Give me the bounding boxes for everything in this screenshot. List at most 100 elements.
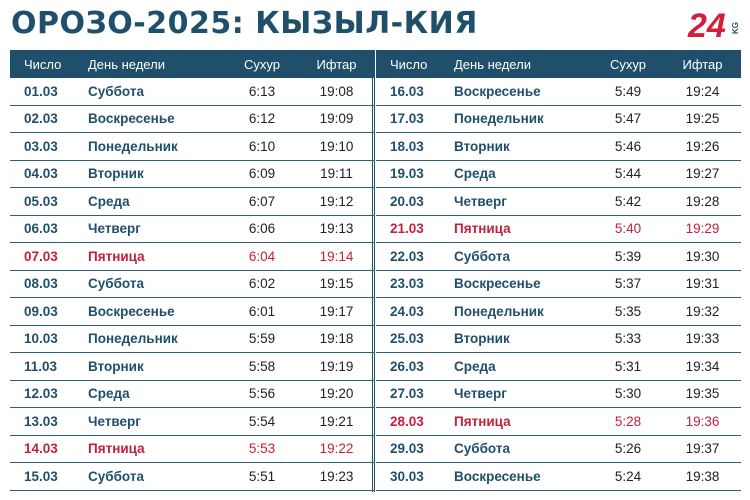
table-row: 29.03 Суббота 5:26 19:37 — [376, 436, 741, 463]
cell-iftar: 19:24 — [685, 83, 720, 99]
cell-iftar: 19:33 — [685, 331, 720, 347]
cell-date: 01.03 — [24, 83, 58, 99]
cell-iftar: 19:35 — [685, 386, 720, 402]
cell-day: Четверг — [454, 386, 507, 402]
logo-suffix: KG — [731, 22, 740, 34]
cell-iftar: 19:30 — [685, 248, 720, 264]
cell-date: 23.03 — [390, 276, 424, 292]
cell-day: Воскресенье — [88, 303, 175, 319]
cell-iftar: 19:23 — [319, 468, 354, 484]
cell-date: 12.03 — [24, 386, 58, 402]
cell-iftar: 19:32 — [685, 303, 720, 319]
cell-date: 08.03 — [24, 276, 58, 292]
cell-iftar: 19:11 — [320, 166, 353, 182]
cell-date: 29.03 — [390, 441, 424, 457]
cell-suhur: 5:40 — [614, 221, 642, 237]
cell-date: 09.03 — [24, 303, 58, 319]
cell-day: Понедельник — [454, 303, 544, 319]
cell-day: Четверг — [454, 193, 507, 209]
table-body: 01.03 Суббота 6:13 19:08 02.03 Воскресенье 6:1… — [10, 78, 375, 491]
table-row: 14.03 Пятница 5:53 19:22 — [10, 436, 375, 463]
cell-suhur: 5:35 — [614, 303, 642, 319]
cell-suhur: 5:39 — [614, 248, 642, 264]
table-divider — [372, 50, 375, 492]
cell-date: 22.03 — [390, 248, 424, 264]
cell-suhur: 5:49 — [614, 83, 642, 99]
cell-day: Среда — [88, 386, 130, 402]
cell-iftar: 19:14 — [319, 248, 354, 264]
table-row: 02.03 Воскресенье 6:12 19:09 — [10, 106, 375, 133]
cell-iftar: 19:38 — [685, 468, 720, 484]
table-row: 03.03 Понедельник 6:10 19:10 — [10, 133, 375, 161]
table-row: 13.03 Четверг 5:54 19:21 — [10, 408, 375, 436]
cell-day: Четверг — [88, 413, 141, 429]
cell-day: Воскресенье — [88, 111, 175, 127]
cell-suhur: 6:02 — [248, 276, 276, 292]
cell-iftar: 19:15 — [319, 276, 354, 292]
cell-date: 02.03 — [24, 111, 58, 127]
table-row: 10.03 Понедельник 5:59 19:18 — [10, 326, 375, 353]
header-date: Число — [24, 56, 62, 72]
cell-day: Суббота — [454, 441, 510, 457]
cell-suhur: 5:51 — [248, 468, 276, 484]
cell-day: Пятница — [88, 441, 145, 457]
cell-day: Пятница — [454, 221, 511, 237]
cell-iftar: 19:27 — [685, 166, 720, 182]
cell-iftar: 19:17 — [319, 303, 354, 319]
cell-iftar: 19:28 — [685, 193, 720, 209]
table-row: 17.03 Понедельник 5:47 19:25 — [376, 106, 741, 133]
table-row: 09.03 Воскресенье 6:01 19:17 — [10, 298, 375, 326]
cell-day: Среда — [454, 358, 496, 374]
table-row: 27.03 Четверг 5:30 19:35 — [376, 381, 741, 408]
header-suhur: Сухур — [244, 56, 280, 72]
cell-day: Среда — [88, 193, 130, 209]
cell-suhur: 5:56 — [248, 386, 276, 402]
cell-day: Вторник — [454, 331, 510, 347]
cell-day: Воскресенье — [454, 83, 541, 99]
cell-suhur: 5:54 — [248, 413, 276, 429]
cell-day: Суббота — [454, 248, 510, 264]
cell-iftar: 19:26 — [685, 138, 720, 154]
table-row: 15.03 Суббота 5:51 19:23 — [10, 463, 375, 491]
table-row: 24.03 Понедельник 5:35 19:32 — [376, 298, 741, 326]
cell-suhur: 5:44 — [614, 166, 642, 182]
cell-date: 07.03 — [24, 248, 58, 264]
cell-day: Суббота — [88, 276, 144, 292]
table-row: 21.03 Пятница 5:40 19:29 — [376, 216, 741, 243]
cell-suhur: 5:58 — [248, 358, 276, 374]
cell-day: Понедельник — [88, 138, 178, 154]
cell-suhur: 6:10 — [248, 138, 276, 154]
cell-suhur: 5:46 — [614, 138, 642, 154]
table-row: 18.03 Вторник 5:46 19:26 — [376, 133, 741, 161]
cell-iftar: 19:34 — [685, 358, 720, 374]
cell-day: Вторник — [454, 138, 510, 154]
cell-date: 03.03 — [24, 138, 58, 154]
cell-suhur: 5:59 — [248, 331, 276, 347]
cell-iftar: 19:09 — [319, 111, 354, 127]
table-row: 08.03 Суббота 6:02 19:15 — [10, 271, 375, 298]
table-row: 05.03 Среда 6:07 19:12 — [10, 188, 375, 216]
cell-date: 13.03 — [24, 413, 58, 429]
cell-iftar: 19:19 — [319, 358, 354, 374]
cell-iftar: 19:22 — [319, 441, 354, 457]
table-row: 19.03 Среда 5:44 19:27 — [376, 161, 741, 188]
cell-day: Пятница — [88, 248, 145, 264]
table-header: Число День недели Сухур Ифтар — [376, 50, 741, 78]
schedule-table-right: Число День недели Сухур Ифтар 16.03 Воскр… — [376, 50, 741, 491]
cell-date: 10.03 — [24, 331, 58, 347]
cell-iftar: 19:37 — [685, 441, 720, 457]
table-row: 22.03 Суббота 5:39 19:30 — [376, 243, 741, 271]
cell-iftar: 19:08 — [319, 83, 354, 99]
cell-iftar: 19:20 — [319, 386, 354, 402]
cell-date: 21.03 — [390, 221, 424, 237]
cell-suhur: 5:42 — [614, 193, 642, 209]
cell-date: 19.03 — [390, 166, 424, 182]
cell-iftar: 19:31 — [685, 276, 720, 292]
cell-iftar: 19:10 — [319, 138, 354, 154]
cell-suhur: 5:37 — [614, 276, 642, 292]
header-suhur: Сухур — [610, 56, 646, 72]
cell-suhur: 5:30 — [614, 386, 642, 402]
cell-date: 05.03 — [24, 193, 58, 209]
table-row: 06.03 Четверг 6:06 19:13 — [10, 216, 375, 243]
schedule-table-left: Число День недели Сухур Ифтар 01.03 Суббо… — [10, 50, 375, 491]
